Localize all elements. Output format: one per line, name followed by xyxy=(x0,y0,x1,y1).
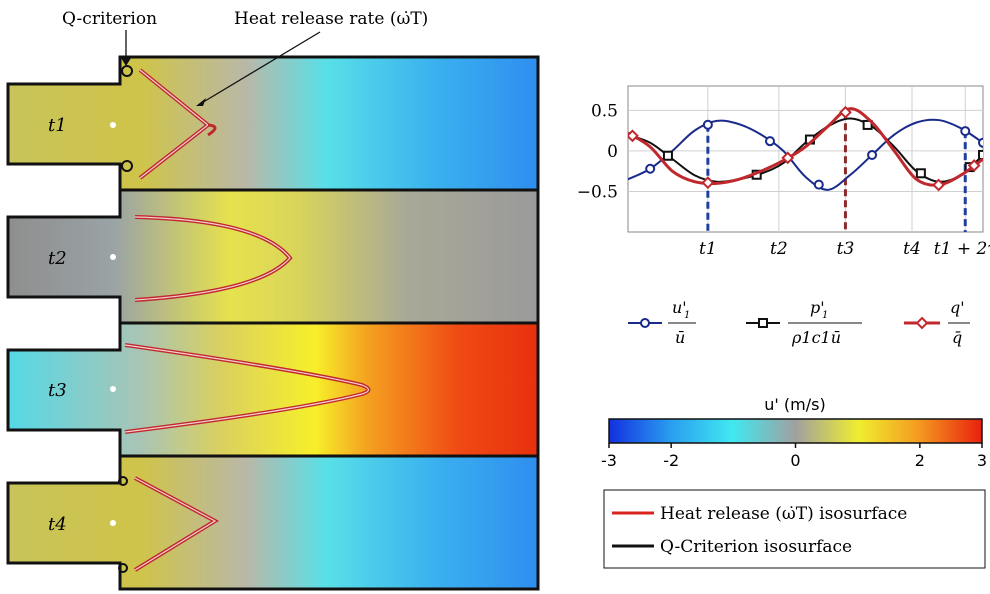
colorbar: u' (m/s) -3 -2 0 2 3 xyxy=(601,395,987,470)
x-tick-label-2: t3 xyxy=(837,239,855,259)
chart-frame xyxy=(627,85,984,233)
chart-legend: u' 1 ū p' 1 ρ1c1ū q' q̄ xyxy=(628,298,970,347)
probe-point-t2 xyxy=(110,254,116,260)
series-line-0 xyxy=(628,118,983,191)
colorbar-tick-label-2: 0 xyxy=(790,451,800,470)
flow-panels: t1 t2 t3 xyxy=(6,9,540,591)
legend-q-numerator: q' xyxy=(950,298,965,317)
vortex-top-t4 xyxy=(118,476,128,486)
legend-heat-release-text: Heat release (ω̇T) isosurface xyxy=(660,504,907,524)
legend-p-numerator: p' xyxy=(810,298,825,317)
probe-point-t1 xyxy=(110,122,116,128)
x-tick-label-1: t2 xyxy=(770,239,788,259)
series-0-marker-3 xyxy=(813,179,824,190)
legend-heat-release: q' q̄ xyxy=(904,298,970,347)
legend-velocity: u' 1 ū xyxy=(628,298,696,347)
colorbar-ticks: -3 -2 0 2 3 xyxy=(601,443,987,470)
panel-label-t1: t1 xyxy=(48,115,67,136)
y-tick-label-0: 0.5 xyxy=(591,101,618,121)
phase-chart: 0.5 0 −0.5 t1 t2 t3 t4 t1 + 2τ xyxy=(577,85,990,259)
heat-release-annotation: Heat release rate (ω̇T) xyxy=(234,9,428,29)
legend-u-numerator: u' xyxy=(672,298,687,317)
colorbar-tick-label-4: 3 xyxy=(977,451,987,470)
series-0-marker-1 xyxy=(702,119,713,130)
heat-release-arrow xyxy=(199,31,321,105)
vortex-top-t1 xyxy=(121,65,133,77)
y-tick-label-1: 0 xyxy=(607,142,618,162)
chart-series xyxy=(628,105,983,192)
vortex-bottom-t4 xyxy=(118,563,128,573)
legend-u-denominator: ū xyxy=(675,328,685,347)
series-1-marker-3 xyxy=(862,119,873,130)
x-tick-label-0: t1 xyxy=(699,239,717,259)
colorbar-title: u' (m/s) xyxy=(764,395,825,414)
vortex-bottom-t1 xyxy=(121,160,133,172)
y-tick-label-2: −0.5 xyxy=(577,182,618,202)
chart-y-ticks: 0.5 0 −0.5 xyxy=(577,101,618,202)
panel-label-t2: t2 xyxy=(48,248,67,269)
series-0-marker-2 xyxy=(765,136,775,147)
colorbar-tick-label-0: -3 xyxy=(601,451,617,470)
colorbar-scale xyxy=(608,418,983,444)
series-0-marker-6 xyxy=(978,137,983,148)
series-2-marker-5 xyxy=(967,159,981,172)
series-1-marker-6 xyxy=(978,149,983,160)
probe-point-t3 xyxy=(110,386,116,392)
series-1-marker-0 xyxy=(662,150,673,161)
legend-pressure: p' 1 ρ1c1ū xyxy=(746,298,862,347)
probe-point-t4 xyxy=(110,520,116,526)
legend-u-sub: 1 xyxy=(684,310,690,321)
series-2-marker-2 xyxy=(781,151,795,165)
q-criterion-annotation: Q-criterion xyxy=(62,9,157,29)
isosurface-legend: Heat release (ω̇T) isosurface Q-Criterio… xyxy=(603,489,986,569)
panel-t3: t3 xyxy=(6,321,540,458)
panel-t1: t1 xyxy=(6,55,540,192)
panel-t2: t2 xyxy=(6,188,540,325)
chart-x-ticks: t1 t2 t3 t4 t1 + 2τ xyxy=(699,239,990,259)
series-2-marker-1 xyxy=(701,176,715,190)
series-2-marker-3 xyxy=(839,105,852,119)
series-0-marker-4 xyxy=(867,149,878,160)
panel-label-t3: t3 xyxy=(48,380,67,401)
series-2-marker-0 xyxy=(628,129,639,143)
panel-label-t4: t4 xyxy=(48,514,67,535)
x-tick-label-3: t4 xyxy=(903,239,921,259)
colorbar-tick-label-1: -2 xyxy=(663,451,679,470)
series-2-marker-4 xyxy=(932,178,946,192)
series-0-marker-5 xyxy=(960,126,971,137)
isosurface-legend-box xyxy=(603,489,986,569)
series-line-2 xyxy=(628,107,983,187)
colorbar-tick-label-3: 2 xyxy=(915,451,925,470)
legend-q-denominator: q̄ xyxy=(952,328,962,347)
chart-dashed-lines xyxy=(706,112,967,232)
panel-t4: t4 xyxy=(6,454,540,591)
legend-q-criterion-text: Q-Criterion isosurface xyxy=(660,537,852,557)
series-0-marker-0 xyxy=(645,163,656,174)
legend-p-sub: 1 xyxy=(822,310,828,321)
legend-p-denominator: ρ1c1ū xyxy=(791,328,841,347)
x-tick-label-4: t1 + 2τ xyxy=(934,239,990,259)
series-1-marker-4 xyxy=(915,168,926,179)
